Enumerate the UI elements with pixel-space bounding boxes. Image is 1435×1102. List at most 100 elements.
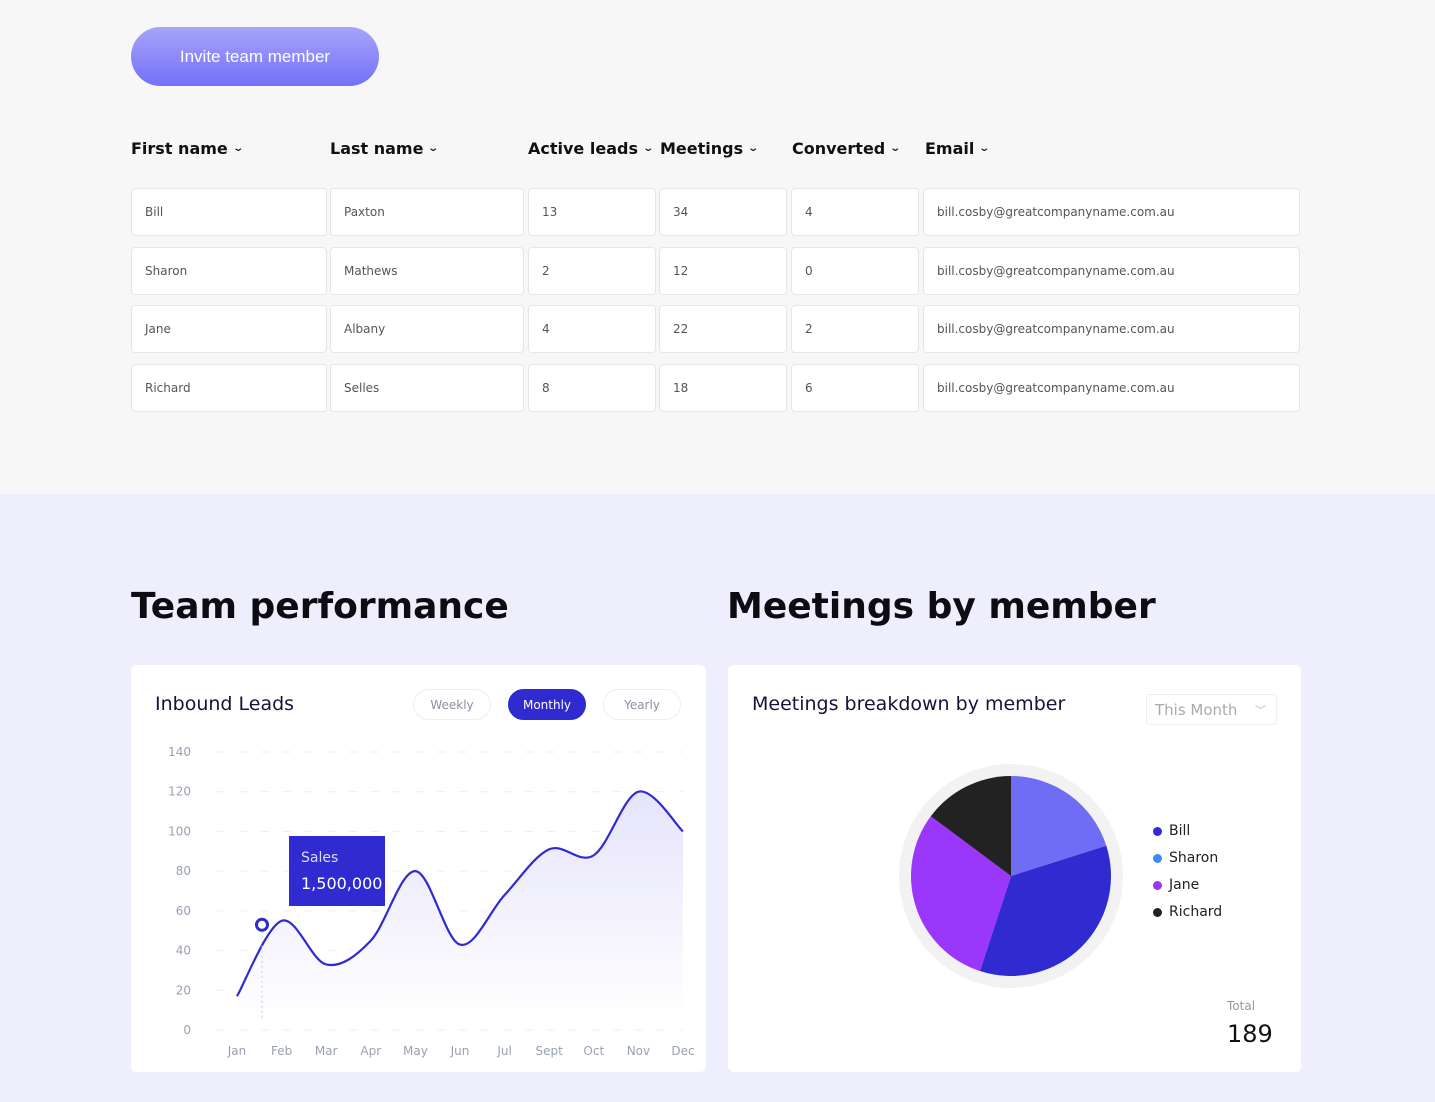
tab-weekly[interactable]: Weekly bbox=[413, 689, 491, 720]
column-label: First name bbox=[131, 139, 228, 158]
column-label: Email bbox=[925, 139, 975, 158]
chevron-down-icon: ⌄ bbox=[747, 143, 760, 154]
column-label: Active leads bbox=[528, 139, 638, 158]
table-cell-meetings[interactable]: 12 bbox=[659, 247, 787, 295]
legend-dot-icon bbox=[1153, 826, 1162, 836]
total-value: 189 bbox=[1227, 1020, 1273, 1048]
table-cell-active-leads[interactable]: 13 bbox=[528, 188, 656, 236]
jane-slice[interactable] bbox=[911, 816, 1011, 972]
sort-first-name[interactable]: First name ⌄ bbox=[131, 139, 244, 158]
sort-active-leads[interactable]: Active leads ⌄ bbox=[528, 139, 655, 158]
inbound-leads-chart: 0 20 40 60 80 100 120 140 Jan Feb Mar Apr May Jun Jul S… bbox=[168, 745, 695, 1058]
table-cell-last-name[interactable]: Albany bbox=[330, 305, 524, 353]
x-tick-label: Mar bbox=[315, 1044, 338, 1058]
table-cell-meetings[interactable]: 18 bbox=[659, 364, 787, 412]
table-cell-active-leads[interactable]: 8 bbox=[528, 364, 656, 412]
invite-team-member-button[interactable]: Invite team member bbox=[131, 27, 379, 86]
legend-label: Richard bbox=[1169, 904, 1223, 920]
table-cell-last-name[interactable]: Paxton bbox=[330, 188, 524, 236]
total-label: Total bbox=[1227, 999, 1256, 1013]
x-tick-label: Jan bbox=[227, 1044, 247, 1058]
table-cell-first-name[interactable]: Richard bbox=[131, 364, 327, 412]
y-tick-label: 100 bbox=[168, 824, 191, 838]
table-cell-email[interactable]: bill.cosby@greatcompanyname.com.au bbox=[923, 305, 1300, 353]
legend-item-jane: Jane bbox=[1153, 877, 1199, 893]
table-cell-first-name[interactable]: Sharon bbox=[131, 247, 327, 295]
chevron-down-icon: ⌄ bbox=[642, 143, 655, 154]
inbound-leads-card: Inbound Leads Weekly Monthly Yearly 0 20 4… bbox=[131, 665, 706, 1072]
hover-marker[interactable] bbox=[255, 917, 269, 932]
legend-dot-icon bbox=[1153, 853, 1162, 863]
table-cell-converted[interactable]: 0 bbox=[791, 247, 919, 295]
sort-email[interactable]: Email ⌄ bbox=[925, 139, 991, 158]
inbound-leads-title: Inbound Leads bbox=[155, 693, 295, 715]
meetings-pie-chart bbox=[899, 764, 1123, 988]
legend-dot-icon bbox=[1153, 907, 1162, 917]
chevron-down-icon: ⌄ bbox=[427, 143, 440, 154]
tooltip-value: 1,500,000 bbox=[301, 874, 383, 893]
x-tick-label: Feb bbox=[271, 1044, 292, 1058]
team-performance-heading: Team performance bbox=[131, 586, 509, 627]
x-tick-label: Nov bbox=[627, 1044, 650, 1058]
x-tick-label: Oct bbox=[583, 1044, 604, 1058]
legend-item-richard: Richard bbox=[1153, 904, 1222, 920]
table-cell-email[interactable]: bill.cosby@greatcompanyname.com.au bbox=[923, 247, 1300, 295]
y-tick-label: 80 bbox=[176, 864, 191, 878]
column-label: Converted bbox=[792, 139, 886, 158]
leads-line bbox=[236, 790, 684, 997]
legend-item-sharon: Sharon bbox=[1153, 850, 1218, 866]
tab-monthly[interactable]: Monthly bbox=[508, 689, 586, 720]
y-tick-label: 20 bbox=[176, 983, 191, 997]
table-cell-email[interactable]: bill.cosby@greatcompanyname.com.au bbox=[923, 188, 1300, 236]
meetings-by-member-heading: Meetings by member bbox=[727, 586, 1156, 627]
table-cell-first-name[interactable]: Jane bbox=[131, 305, 327, 353]
area-fill bbox=[237, 791, 683, 1020]
table-cell-active-leads[interactable]: 2 bbox=[528, 247, 656, 295]
sharon-slice[interactable] bbox=[1011, 776, 1107, 876]
table-cell-last-name[interactable]: Mathews bbox=[330, 247, 524, 295]
x-tick-label: Apr bbox=[360, 1044, 381, 1058]
y-tick-label: 0 bbox=[183, 1023, 191, 1037]
period-value: This Month bbox=[1155, 700, 1238, 719]
table-cell-meetings[interactable]: 22 bbox=[659, 305, 787, 353]
y-tick-label: 120 bbox=[168, 785, 191, 799]
legend-dot-icon bbox=[1153, 880, 1162, 890]
chevron-down-icon: ⌄ bbox=[232, 143, 244, 154]
legend-label: Bill bbox=[1169, 823, 1191, 839]
chevron-down-icon: ﹀ bbox=[1255, 703, 1266, 717]
column-label: Last name bbox=[330, 139, 424, 158]
table-cell-converted[interactable]: 4 bbox=[791, 188, 919, 236]
richard-slice[interactable] bbox=[930, 776, 1011, 876]
tooltip-label: Sales bbox=[301, 850, 339, 866]
sort-converted[interactable]: Converted ⌄ bbox=[792, 139, 902, 158]
y-tick-label: 140 bbox=[168, 745, 191, 759]
table-cell-first-name[interactable]: Bill bbox=[131, 188, 327, 236]
legend-item-bill: Bill bbox=[1153, 823, 1190, 839]
meetings-card: Meetings breakdown by member This Month ﹀… bbox=[728, 665, 1301, 1072]
table-cell-converted[interactable]: 2 bbox=[791, 305, 919, 353]
x-tick-label: Jun bbox=[450, 1044, 470, 1058]
sales-tooltip: Sales 1,500,000 bbox=[289, 836, 385, 906]
x-tick-label: May bbox=[403, 1044, 428, 1058]
bill-slice[interactable] bbox=[979, 845, 1111, 976]
column-label: Meetings bbox=[660, 139, 744, 158]
table-cell-last-name[interactable]: Selles bbox=[330, 364, 524, 412]
chevron-down-icon: ⌄ bbox=[889, 143, 902, 154]
sort-last-name[interactable]: Last name ⌄ bbox=[330, 139, 440, 158]
table-cell-converted[interactable]: 6 bbox=[791, 364, 919, 412]
period-dropdown[interactable]: This Month ﹀ bbox=[1146, 694, 1277, 725]
sort-meetings[interactable]: Meetings ⌄ bbox=[660, 139, 760, 158]
x-tick-label: Dec bbox=[671, 1044, 694, 1058]
y-tick-label: 40 bbox=[176, 944, 191, 958]
tab-yearly[interactable]: Yearly bbox=[603, 689, 681, 720]
table-cell-email[interactable]: bill.cosby@greatcompanyname.com.au bbox=[923, 364, 1300, 412]
x-tick-label: Jul bbox=[496, 1044, 511, 1058]
x-tick-label: Sept bbox=[536, 1044, 564, 1058]
legend-label: Sharon bbox=[1169, 850, 1219, 866]
meetings-breakdown-title: Meetings breakdown by member bbox=[752, 693, 1066, 715]
legend-label: Jane bbox=[1169, 877, 1200, 893]
chevron-down-icon: ⌄ bbox=[978, 143, 991, 154]
table-cell-meetings[interactable]: 34 bbox=[659, 188, 787, 236]
y-tick-label: 60 bbox=[176, 904, 191, 918]
table-cell-active-leads[interactable]: 4 bbox=[528, 305, 656, 353]
